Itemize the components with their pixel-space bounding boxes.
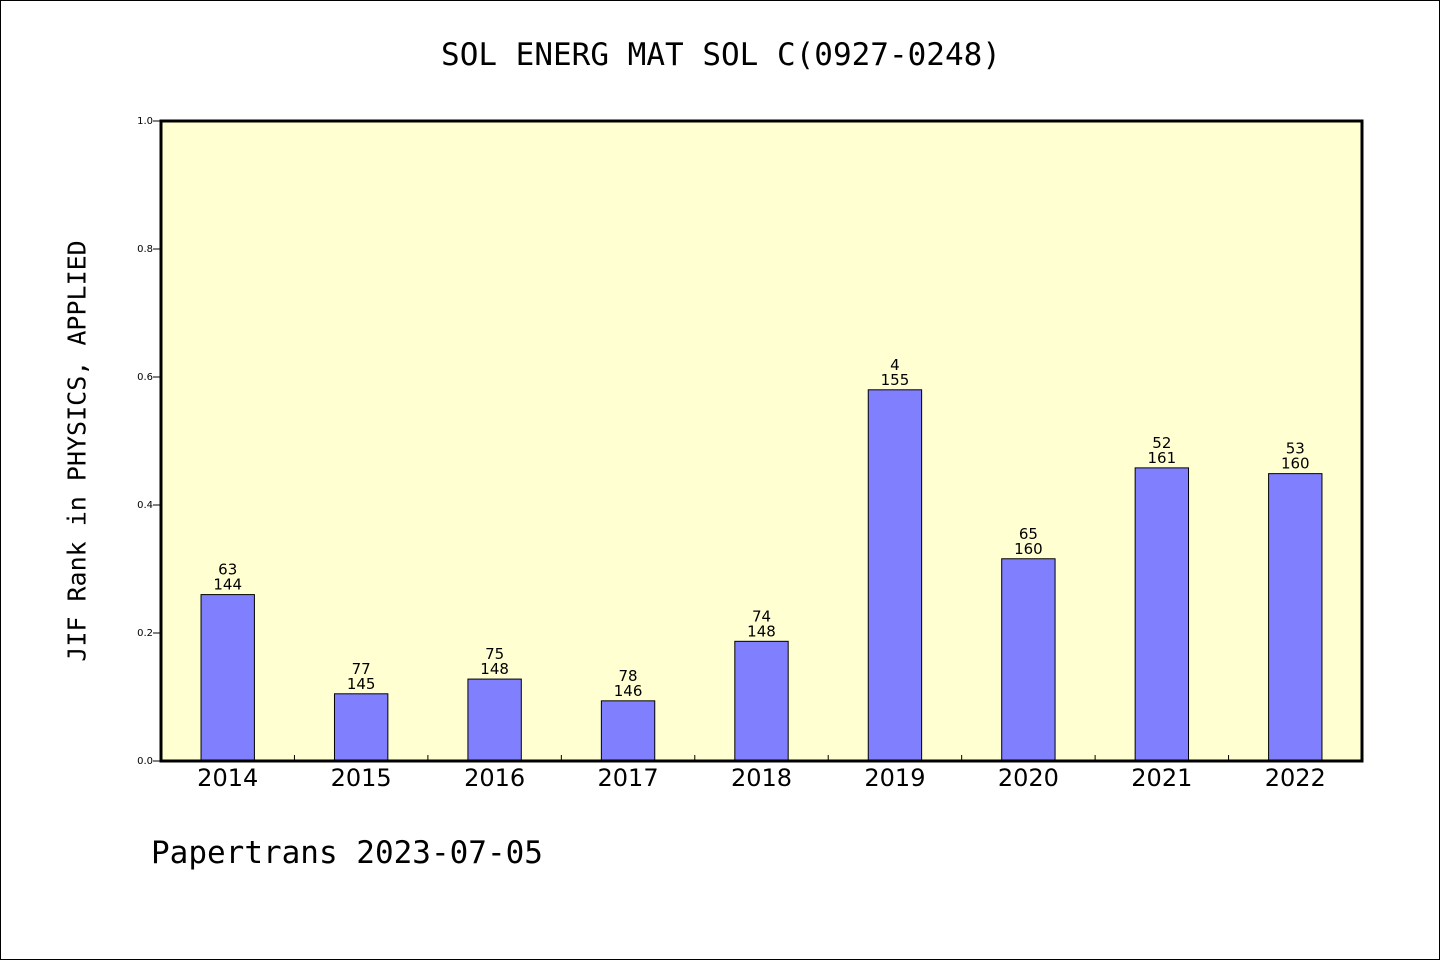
bar-total-label: 161 bbox=[1148, 449, 1177, 467]
bar-rank-label: 65 bbox=[1019, 525, 1038, 543]
x-tick-label: 2016 bbox=[464, 764, 525, 792]
bar bbox=[734, 640, 789, 762]
bar bbox=[1134, 467, 1190, 762]
x-tick-label: 2019 bbox=[864, 764, 925, 792]
bar-rank-label: 4 bbox=[890, 356, 900, 374]
bar-rank-label: 63 bbox=[218, 561, 237, 579]
x-tick-label: 2018 bbox=[731, 764, 792, 792]
x-tick-label: 2015 bbox=[331, 764, 392, 792]
bar-total-label: 144 bbox=[213, 576, 242, 594]
x-tick-label: 2022 bbox=[1265, 764, 1326, 792]
x-axis-ticks: 2014 2015 2016 2017 2018 2019 2020 2021 2022 bbox=[197, 755, 1326, 792]
y-tick-label: 0.8 bbox=[137, 244, 153, 255]
footer-credit: Papertrans 2023-07-05 bbox=[151, 835, 543, 871]
y-tick-label: 0.4 bbox=[137, 500, 153, 511]
x-tick-label: 2017 bbox=[598, 764, 659, 792]
bar-total-label: 148 bbox=[480, 660, 509, 678]
bar-total-label: 145 bbox=[347, 675, 376, 693]
bar-total-label: 146 bbox=[614, 682, 643, 700]
y-tick-label: 0.2 bbox=[137, 628, 153, 639]
bar bbox=[1268, 473, 1323, 762]
bar-rank-label: 77 bbox=[352, 660, 371, 678]
bar-rank-label: 74 bbox=[752, 607, 771, 625]
bar-rank-label: 78 bbox=[619, 667, 638, 685]
bar bbox=[467, 678, 522, 762]
bar bbox=[867, 389, 923, 762]
y-axis-ticks: 0.0 0.2 0.4 0.6 0.8 1.0 bbox=[137, 116, 161, 767]
bar-rank-label: 75 bbox=[485, 645, 504, 663]
bar-total-label: 155 bbox=[881, 371, 910, 389]
bar bbox=[1001, 558, 1056, 762]
x-tick-label: 2021 bbox=[1131, 764, 1192, 792]
bar-total-label: 160 bbox=[1281, 455, 1310, 473]
plot-frame bbox=[159, 119, 1364, 763]
bar-total-label: 148 bbox=[747, 622, 776, 640]
bar-rank-label: 52 bbox=[1152, 434, 1171, 452]
bar bbox=[200, 594, 255, 762]
bar bbox=[600, 700, 656, 762]
y-tick-label: 0.6 bbox=[137, 372, 153, 383]
y-tick-label: 1.0 bbox=[137, 116, 153, 127]
chart-title: SOL ENERG MAT SOL C(0927-0248) bbox=[441, 37, 1001, 73]
bar bbox=[333, 693, 389, 762]
y-tick-label: 0.0 bbox=[137, 756, 153, 767]
bar-rank-label: 53 bbox=[1286, 440, 1305, 458]
bar-total-label: 160 bbox=[1014, 540, 1043, 558]
x-tick-label: 2020 bbox=[998, 764, 1059, 792]
x-tick-label: 2014 bbox=[197, 764, 258, 792]
